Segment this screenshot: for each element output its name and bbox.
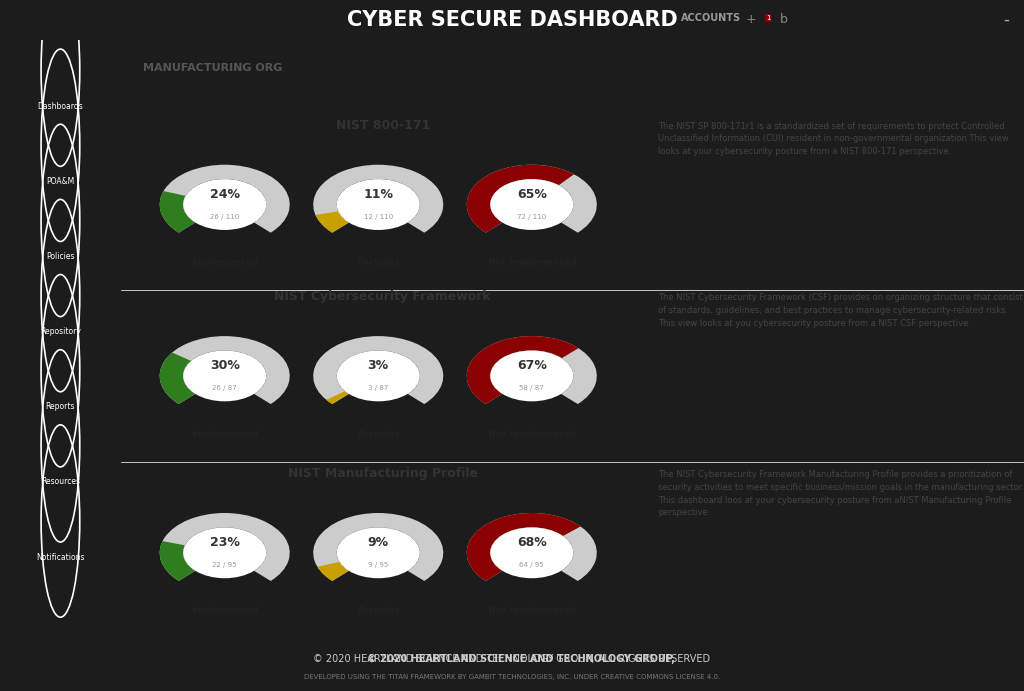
Text: 3%: 3% [368,359,389,372]
Wedge shape [313,336,443,404]
Wedge shape [313,164,443,233]
Wedge shape [467,164,597,233]
Text: Not Implemented: Not Implemented [487,430,577,439]
Text: Implemented: Implemented [191,430,258,439]
Circle shape [183,527,266,578]
Text: 64 / 95: 64 / 95 [519,562,544,568]
Text: 3 / 87: 3 / 87 [368,385,388,391]
Circle shape [337,350,420,401]
Text: 9 / 95: 9 / 95 [368,562,388,568]
Text: NIST Manufacturing Profile: NIST Manufacturing Profile [288,467,478,480]
Text: 12 / 110: 12 / 110 [364,214,393,220]
Text: 65%: 65% [517,188,547,201]
Wedge shape [317,562,349,581]
Text: 9%: 9% [368,536,389,549]
Text: 23%: 23% [210,536,240,549]
Circle shape [490,527,573,578]
Wedge shape [467,164,574,233]
Wedge shape [313,513,443,581]
Text: 24%: 24% [210,188,240,201]
Wedge shape [160,191,196,233]
Circle shape [337,179,420,230]
Text: The NIST SP 800-171r1 is a standardized set of requirements to protect Controlle: The NIST SP 800-171r1 is a standardized … [658,122,1009,156]
Text: Dashboards: Dashboards [38,102,83,111]
Wedge shape [467,336,597,404]
Wedge shape [160,352,196,404]
Text: 26 / 87: 26 / 87 [212,385,238,391]
Text: NIST 800-171: NIST 800-171 [336,119,430,132]
Circle shape [337,527,420,578]
Wedge shape [467,336,579,404]
Text: Not Implemented: Not Implemented [487,258,577,267]
Wedge shape [315,211,349,233]
Text: Repository: Repository [40,327,81,336]
Text: b: b [780,12,788,26]
Text: POA&M: POA&M [46,177,75,186]
Text: The NIST Cybersecurity Framework (CSF) provides on organizing structure that con: The NIST Cybersecurity Framework (CSF) p… [658,293,1023,328]
Wedge shape [160,541,196,581]
Text: +: + [745,12,756,26]
Wedge shape [160,513,290,581]
Text: 26 / 110: 26 / 110 [210,214,240,220]
Text: 1: 1 [766,15,770,21]
Text: Implemented: Implemented [191,607,258,616]
Text: 30%: 30% [210,359,240,372]
Text: NIST Cybersecurity Framework: NIST Cybersecurity Framework [274,290,492,303]
Text: Partially: Partially [356,258,399,267]
Text: -: - [1002,11,1009,29]
Text: Implemented: Implemented [191,258,258,267]
Text: 11%: 11% [364,188,393,201]
Text: The NIST Cybersecurity Framework Manufacturing Profile provides a prioritization: The NIST Cybersecurity Framework Manufac… [658,470,1024,518]
Wedge shape [467,513,597,581]
Circle shape [490,350,573,401]
Text: 58 / 87: 58 / 87 [519,385,544,391]
Text: Partially: Partially [356,430,399,439]
Circle shape [490,179,573,230]
Wedge shape [467,513,581,581]
Text: 22 / 95: 22 / 95 [212,562,237,568]
Wedge shape [160,164,290,233]
Text: Reports: Reports [46,402,75,411]
Text: Not Implemented: Not Implemented [487,607,577,616]
Wedge shape [160,336,290,404]
Text: Notifications: Notifications [36,553,85,562]
Text: MANUFACTURING ORG: MANUFACTURING ORG [143,63,283,73]
Text: Partially: Partially [356,607,399,616]
Text: 67%: 67% [517,359,547,372]
Text: CYBER SECURE DASHBOARD: CYBER SECURE DASHBOARD [347,10,677,30]
Text: 68%: 68% [517,536,547,549]
Text: Resources: Resources [41,477,80,486]
Circle shape [183,350,266,401]
Text: © 2020 HEARTLAND SCIENCE AND TECHNOLOGY GROUP, ALL RIGHTS RESERVED: © 2020 HEARTLAND SCIENCE AND TECHNOLOGY … [313,654,711,663]
Text: 72 / 110: 72 / 110 [517,214,547,220]
Wedge shape [327,391,349,404]
Text: © 2020 HEARTLAND SCIENCE AND TECHNOLOGY GROUP,: © 2020 HEARTLAND SCIENCE AND TECHNOLOGY … [367,654,675,663]
Circle shape [183,179,266,230]
Text: ACCOUNTS: ACCOUNTS [681,13,741,23]
Text: Policies: Policies [46,252,75,261]
Text: DEVELOPED USING THE TITAN FRAMEWORK BY GAMBIT TECHNOLOGIES, INC. UNDER CREATIVE : DEVELOPED USING THE TITAN FRAMEWORK BY G… [304,674,720,680]
